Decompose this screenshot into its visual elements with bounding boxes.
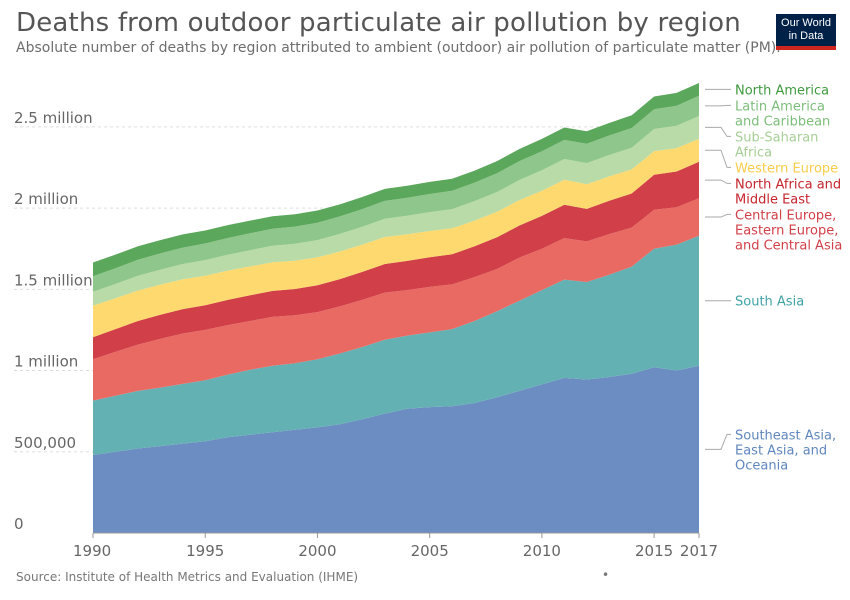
legend-connector (705, 126, 731, 137)
legend-connector (705, 213, 731, 218)
area-series[interactable] (93, 116, 699, 306)
stacked-areas (93, 83, 699, 533)
x-tick-label: 2010 (523, 542, 561, 560)
x-tick-label: 2005 (411, 542, 449, 560)
legend-label[interactable]: East Asia, and (735, 443, 827, 458)
y-tick-label: 2.5 million (14, 109, 93, 127)
legend-connector (705, 149, 731, 168)
legend-label[interactable]: Africa (735, 145, 772, 160)
x-axis-ticks: 1990 1995 2000 2005 2010 2015 2017 (73, 532, 718, 560)
legend-label[interactable]: Central Europe, (735, 208, 836, 223)
logo-line-2: in Data (788, 30, 824, 42)
footer-dot: • (602, 568, 610, 582)
legend-connector (705, 179, 731, 184)
area-series[interactable] (93, 138, 699, 338)
y-tick-label: 0 (14, 515, 24, 533)
legend-label[interactable]: Oceania (735, 458, 788, 473)
legend-label[interactable]: Western Europe (735, 161, 838, 176)
area-series[interactable] (93, 235, 699, 455)
legend-label[interactable]: North America (735, 83, 829, 98)
x-tick-label: 2017 (680, 542, 718, 560)
legend-label[interactable]: North Africa and (735, 177, 841, 192)
legend-label[interactable]: and Central Asia (735, 238, 842, 253)
x-tick-label: 1990 (73, 542, 111, 560)
legend-connector (705, 433, 731, 450)
x-tick-label: 1995 (186, 542, 224, 560)
area-series[interactable] (93, 198, 699, 401)
y-tick-label: 500,000 (14, 434, 76, 452)
legend-label[interactable]: Eastern Europe, (735, 223, 838, 238)
legend-label[interactable]: and Caribbean (735, 114, 830, 129)
x-tick-label: 2015 (635, 542, 673, 560)
y-tick-label: 1.5 million (14, 271, 93, 289)
y-axis-ticks: 0 500,000 1 million 1.5 million 2 million 2.5… (14, 109, 93, 533)
owid-logo[interactable]: Our World in Data (776, 14, 836, 50)
chart-subtitle: Absolute number of deaths by region attr… (16, 40, 781, 56)
legend-label[interactable]: Latin America (735, 99, 825, 114)
area-series[interactable] (93, 83, 699, 277)
legend-label[interactable]: Sub-Saharan (735, 130, 818, 145)
area-series[interactable] (93, 95, 699, 292)
y-tick-label: 1 million (14, 353, 78, 371)
logo-line-1: Our World (781, 17, 831, 29)
area-series[interactable] (93, 365, 699, 533)
legend-label[interactable]: South Asia (735, 295, 804, 310)
area-series[interactable] (93, 161, 699, 360)
legend-label[interactable]: Middle East (735, 192, 810, 207)
x-tick-label: 2000 (298, 542, 336, 560)
chart-title: Deaths from outdoor particulate air poll… (16, 8, 741, 38)
source-note[interactable]: Source: Institute of Health Metrics and … (16, 570, 359, 584)
legend-label[interactable]: Southeast Asia, (735, 428, 836, 443)
y-tick-label: 2 million (14, 190, 78, 208)
